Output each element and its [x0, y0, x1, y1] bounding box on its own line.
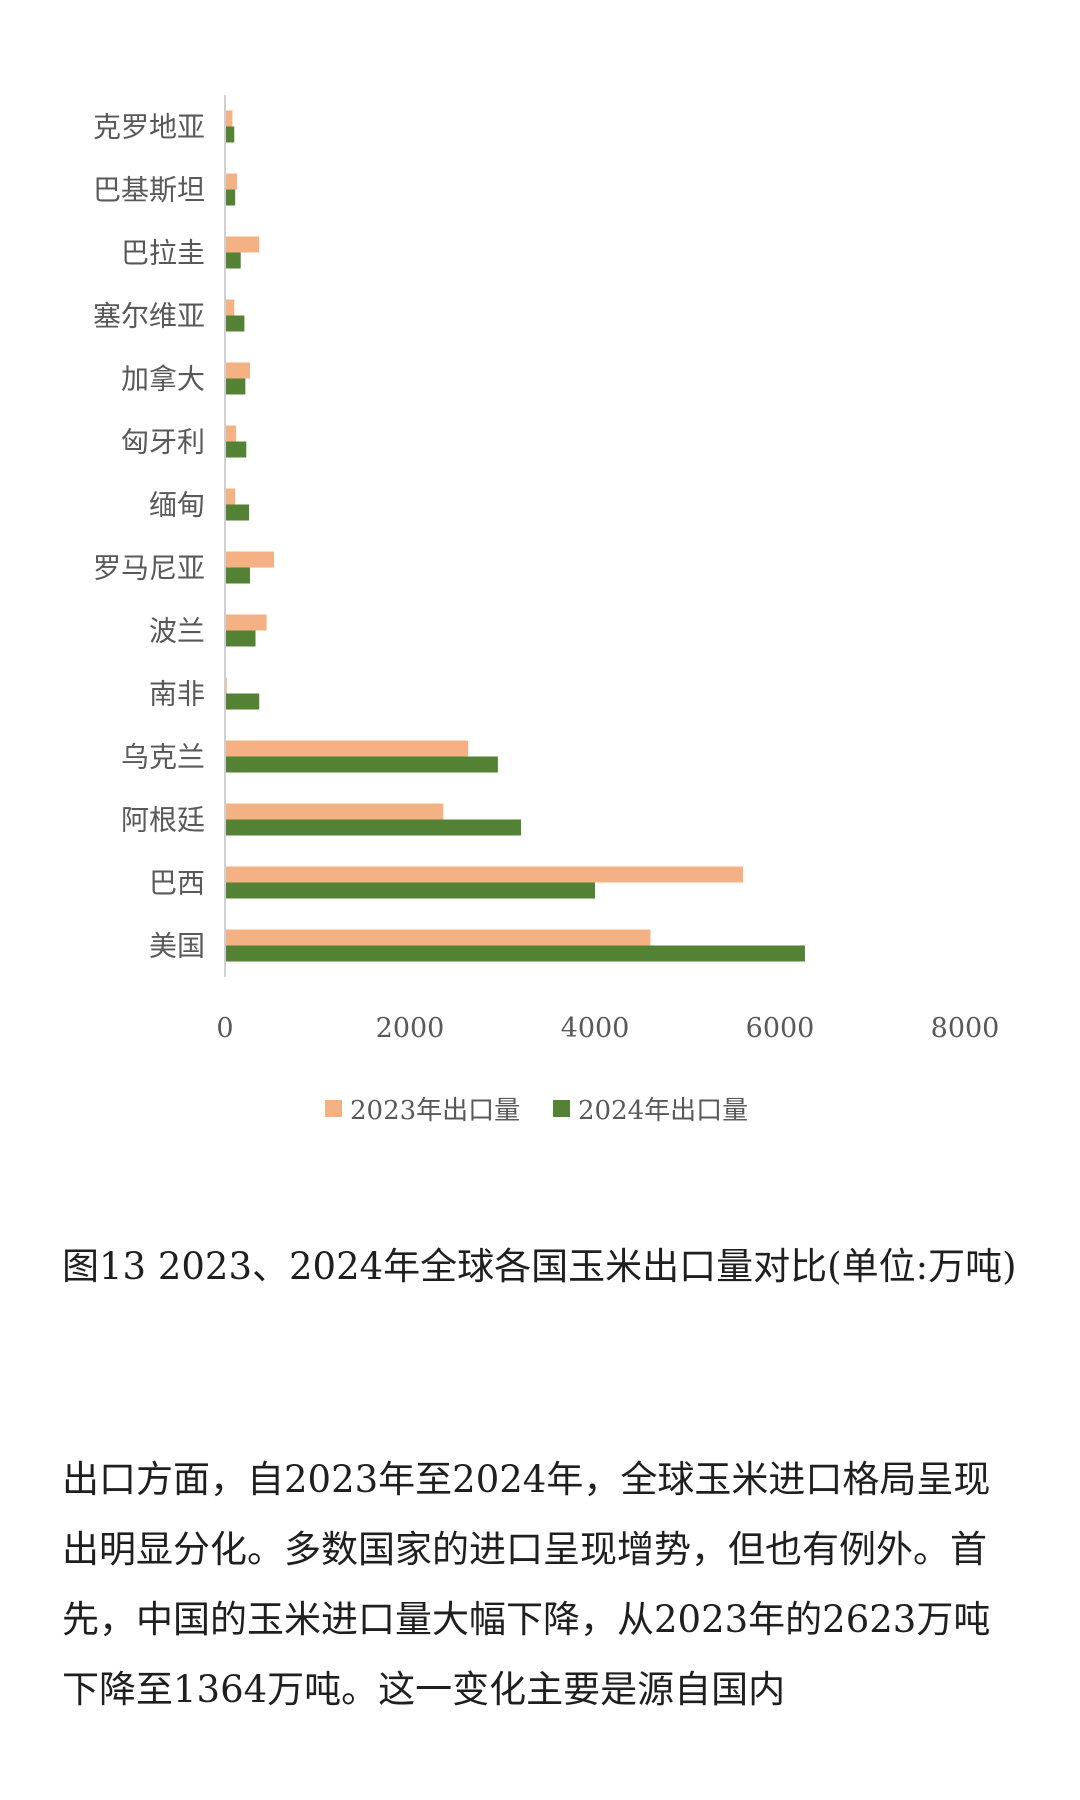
category-label: 波兰: [149, 615, 205, 648]
bar-2024: [225, 378, 246, 395]
category-label: 塞尔维亚: [93, 300, 205, 333]
bar-2023: [225, 362, 250, 379]
bar-2024: [225, 756, 498, 773]
bar-2024: [225, 567, 250, 584]
bar-2024: [225, 819, 521, 836]
category-label: 巴基斯坦: [93, 174, 205, 207]
bar-2024: [225, 252, 241, 269]
bar-2023: [225, 299, 235, 316]
bar-2024: [225, 693, 260, 710]
body-paragraph: 出口方面，自2023年至2024年，全球玉米进口格局呈现出明显分化。多数国家的进…: [62, 1458, 991, 1711]
bar-2023: [225, 929, 651, 946]
bar-2023: [225, 866, 743, 883]
x-tick-label: 0: [216, 1013, 233, 1044]
bar-2024: [225, 945, 805, 962]
category-label: 缅甸: [149, 489, 205, 522]
x-axis-ticks: 0 2000 4000 6000 8000: [216, 1013, 999, 1044]
bar-2023: [225, 740, 469, 757]
bar-2024: [225, 630, 256, 647]
bar-2024: [225, 315, 245, 332]
bar-2024: [225, 126, 235, 143]
category-label: 乌克兰: [121, 741, 205, 774]
bar-2023: [225, 803, 444, 820]
category-label: 巴西: [149, 867, 205, 900]
legend-swatch: [553, 1100, 570, 1117]
category-label: 阿根廷: [121, 804, 205, 837]
bar-2024: [225, 441, 247, 458]
bar-2023: [225, 488, 236, 505]
category-labels: 克罗地亚巴基斯坦巴拉圭塞尔维亚加拿大匈牙利缅甸罗马尼亚波兰南非乌克兰阿根廷巴西美…: [93, 111, 205, 963]
category-label: 罗马尼亚: [93, 552, 205, 585]
legend: 2023年出口量 2024年出口量: [325, 1096, 748, 1126]
figure-caption: 图13 2023、2024年全球各国玉米出口量对比(单位:万吨): [62, 1245, 1017, 1288]
bar-2024: [225, 882, 595, 899]
x-tick-label: 6000: [746, 1013, 815, 1044]
category-label: 巴拉圭: [121, 237, 205, 270]
category-label: 美国: [149, 930, 205, 963]
x-tick-label: 2000: [376, 1013, 445, 1044]
legend-label: 2023年出口量: [350, 1096, 520, 1126]
bar-2023: [225, 173, 238, 190]
bar-2024: [225, 189, 236, 206]
legend-label: 2024年出口量: [578, 1096, 748, 1126]
legend-swatch: [325, 1100, 342, 1117]
bar-2023: [225, 110, 233, 127]
bar-2023: [225, 236, 260, 253]
bars: [225, 110, 805, 962]
category-label: 加拿大: [121, 363, 205, 396]
x-tick-label: 4000: [561, 1013, 630, 1044]
export-bar-chart: 克罗地亚巴基斯坦巴拉圭塞尔维亚加拿大匈牙利缅甸罗马尼亚波兰南非乌克兰阿根廷巴西美…: [93, 95, 999, 1126]
x-tick-label: 8000: [931, 1013, 1000, 1044]
bar-2023: [225, 425, 237, 442]
bar-2023: [225, 614, 267, 631]
category-label: 南非: [149, 678, 205, 711]
bar-2024: [225, 504, 250, 521]
category-label: 匈牙利: [121, 426, 205, 459]
bar-2023: [225, 551, 275, 568]
category-label: 克罗地亚: [93, 111, 205, 144]
